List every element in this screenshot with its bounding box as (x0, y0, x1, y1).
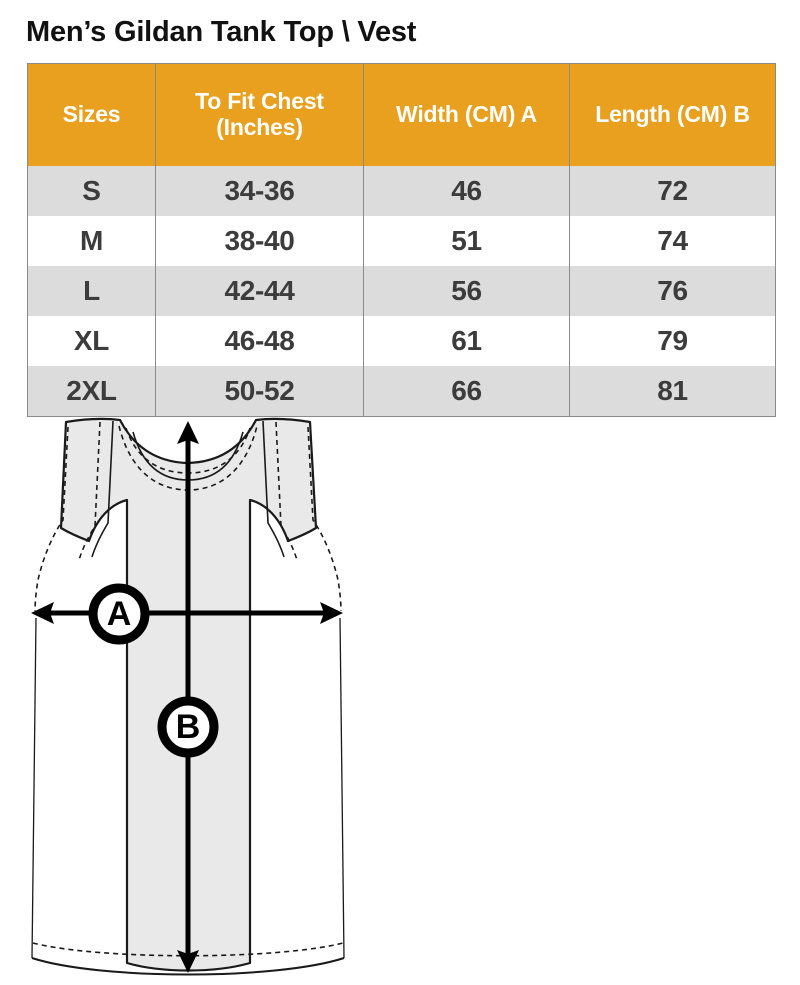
marker-a: A (88, 583, 150, 645)
table-row: M 38-40 51 74 (27, 216, 776, 266)
a-arrow-head-right (320, 602, 343, 624)
b-arrow-head-top (177, 421, 199, 444)
left-strap-seam (91, 420, 114, 558)
column-header-length: Length (CM) B (569, 63, 776, 166)
table-row: 2XL 50-52 66 81 (27, 366, 776, 417)
table-row: L 42-44 56 76 (27, 266, 776, 316)
marker-b-circle (157, 696, 219, 758)
garment-diagram: A B (0, 408, 800, 985)
hem-bottom-edge (31, 957, 345, 976)
cell-size: XL (27, 316, 156, 366)
cell-length: 81 (569, 366, 776, 417)
right-side-seam (339, 617, 345, 959)
b-arrow-head-bottom (177, 950, 199, 973)
a-arrow-head-left (31, 602, 54, 624)
marker-b-label: B (176, 708, 201, 746)
left-side-seam (31, 617, 37, 959)
column-header-sizes: Sizes (27, 63, 156, 166)
cell-width: 46 (363, 166, 570, 216)
cell-chest: 42-44 (155, 266, 364, 316)
size-chart-table: Sizes To Fit Chest (Inches) Width (CM) A… (27, 63, 776, 417)
cell-length: 74 (569, 216, 776, 266)
page-title: Men’s Gildan Tank Top \ Vest (26, 16, 417, 48)
cell-width: 61 (363, 316, 570, 366)
cell-length: 76 (569, 266, 776, 316)
table-row: XL 46-48 61 79 (27, 316, 776, 366)
strap-seams (78, 420, 298, 561)
marker-b: B (157, 696, 219, 758)
cell-width: 56 (363, 266, 570, 316)
cell-size: S (27, 166, 156, 216)
side-seams (31, 617, 345, 959)
cell-size: L (27, 266, 156, 316)
table-body: S 34-36 46 72 M 38-40 51 74 L 42-44 56 7… (27, 166, 776, 417)
column-header-chest: To Fit Chest (Inches) (155, 63, 364, 166)
cell-chest: 34-36 (155, 166, 364, 216)
cell-width: 51 (363, 216, 570, 266)
cell-length: 79 (569, 316, 776, 366)
column-header-width: Width (CM) A (363, 63, 570, 166)
left-strap-stitch (78, 421, 101, 561)
right-strap-stitch (275, 421, 298, 561)
right-strap-seam (262, 420, 285, 558)
cell-width: 66 (363, 366, 570, 417)
cell-length: 72 (569, 166, 776, 216)
marker-a-label: A (107, 595, 132, 633)
table-header: Sizes To Fit Chest (Inches) Width (CM) A… (27, 63, 776, 166)
header-row: Sizes To Fit Chest (Inches) Width (CM) A… (27, 63, 776, 166)
left-armhole-stitch (34, 426, 69, 612)
right-armhole-stitch (307, 426, 342, 612)
marker-a-circle (88, 583, 150, 645)
cell-chest: 50-52 (155, 366, 364, 417)
cell-chest: 46-48 (155, 316, 364, 366)
cell-size: 2XL (27, 366, 156, 417)
table-row: S 34-36 46 72 (27, 166, 776, 216)
tank-top-illustration: A B (31, 417, 345, 976)
armhole-stitching (34, 426, 342, 612)
cell-size: M (27, 216, 156, 266)
size-chart-table-container: Sizes To Fit Chest (Inches) Width (CM) A… (27, 63, 776, 417)
cell-chest: 38-40 (155, 216, 364, 266)
